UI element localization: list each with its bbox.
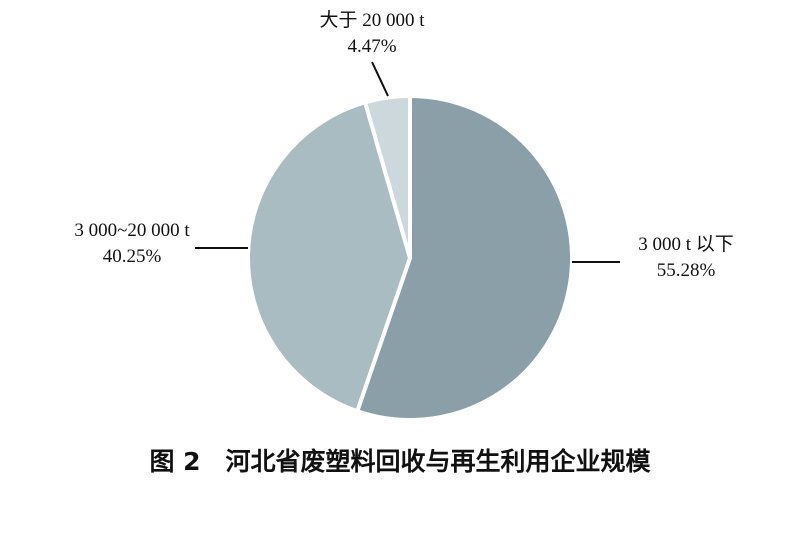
chart-title: 图 2 河北省废塑料回收与再生利用企业规模 [149, 447, 651, 476]
pie-slice-3 [363, 94, 412, 260]
slice-label: 3 000~20 000 t [74, 220, 190, 241]
pie-slice-2 [246, 100, 412, 414]
slice-label: 3 000 t 以下 [638, 234, 734, 255]
slice-value-label: 4.47% [347, 36, 396, 57]
slice-value-label: 55.28% [657, 260, 716, 281]
leader-line [371, 61, 389, 97]
slice-label: 大于 20 000 t [319, 9, 425, 31]
slice-value-label: 40.25% [103, 246, 162, 267]
